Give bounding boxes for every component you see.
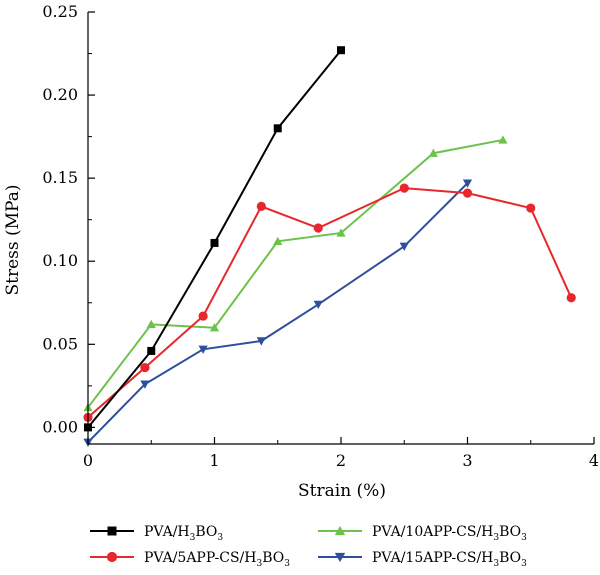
x-tick-label: 1 [209, 451, 219, 470]
data-point-circle [462, 188, 473, 198]
data-point-triangle-down [334, 552, 346, 563]
data-point-triangle-down [140, 380, 150, 389]
legend-item: PVA/15APP-CS/H3BO3 [318, 550, 527, 569]
data-point-circle [313, 223, 323, 233]
data-point-triangle-down [256, 337, 266, 346]
series-2 [83, 183, 576, 423]
series-line [87, 182, 469, 444]
x-tick-label: 2 [336, 451, 346, 470]
data-point-square [337, 46, 345, 55]
legend-label: PVA/10APP-CS/H3BO3 [372, 524, 527, 543]
data-point-circle [256, 201, 266, 211]
data-point-square [147, 346, 156, 355]
data-point-triangle-up [336, 228, 346, 237]
plot-area [83, 46, 576, 447]
y-tick-label: 0.15 [42, 168, 78, 187]
data-point-triangle-up [428, 148, 438, 157]
y-tick-label: 0.10 [42, 251, 78, 270]
y-axis-title: Stress (MPa) [3, 185, 23, 296]
legend: PVA/H3BO3 PVA/5APP-CS/H3BO3 PVA/10APP-CS/H… [90, 524, 527, 569]
x-axis-title: Strain (%) [298, 481, 386, 501]
data-point-square [210, 238, 219, 247]
y-tick-label: 0.05 [42, 334, 78, 353]
axes: 0 1 2 3 4 0.00 0.05 0.10 0.15 0.20 0.25 [42, 2, 599, 470]
data-point-triangle-up [209, 323, 220, 332]
data-point-triangle-up [498, 135, 508, 144]
data-point-square [107, 526, 117, 536]
data-point-triangle-down [462, 179, 473, 188]
x-tick-label: 3 [462, 451, 472, 470]
series-line [87, 187, 573, 419]
y-tick-label: 0.25 [42, 2, 78, 21]
data-point-triangle-up [273, 236, 283, 245]
series-4 [83, 179, 473, 447]
y-tick-label: 0.00 [42, 417, 78, 436]
legend-label: PVA/15APP-CS/H3BO3 [372, 550, 527, 569]
x-tick-label: 0 [83, 451, 93, 470]
series-1 [84, 46, 345, 432]
data-point-circle [198, 311, 208, 321]
legend-label: PVA/5APP-CS/H3BO3 [144, 550, 290, 569]
legend-item: PVA/5APP-CS/H3BO3 [90, 550, 290, 569]
legend-label: PVA/H3BO3 [144, 524, 223, 543]
data-point-triangle-down [313, 300, 323, 310]
data-point-circle [399, 183, 409, 193]
legend-item: PVA/H3BO3 [90, 524, 223, 543]
data-point-circle [526, 203, 536, 213]
y-tick-label: 0.20 [42, 85, 78, 104]
series-line [87, 138, 504, 409]
data-point-triangle-down [399, 242, 409, 251]
data-point-circle [140, 362, 150, 373]
legend-item: PVA/10APP-CS/H3BO3 [318, 524, 527, 543]
data-point-circle [106, 551, 118, 563]
data-point-square [273, 124, 282, 133]
x-tick-label: 4 [589, 451, 599, 470]
data-point-circle [566, 293, 576, 303]
data-point-triangle-up [146, 319, 156, 329]
data-point-triangle-up [334, 525, 346, 536]
data-point-triangle-down [198, 345, 208, 354]
